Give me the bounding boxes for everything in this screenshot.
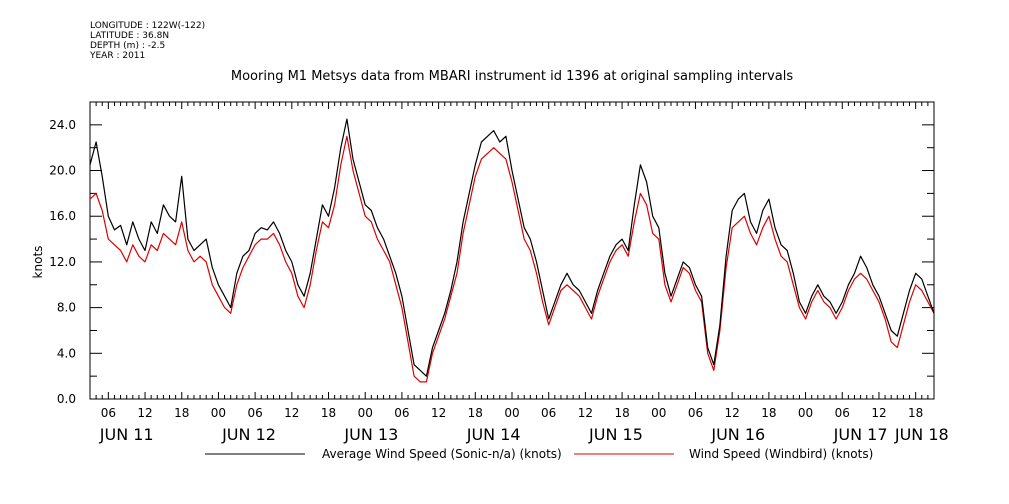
x-tick-label: 06 bbox=[541, 406, 556, 420]
y-tick-label: 8.0 bbox=[57, 301, 76, 315]
x-tick-label: 00 bbox=[358, 406, 373, 420]
x-day-label: JUN 12 bbox=[221, 425, 276, 444]
x-day-label: JUN 16 bbox=[710, 425, 765, 444]
series-line-average-wind bbox=[89, 118, 935, 377]
legend-label-avg: Average Wind Speed (Sonic-n/a) (knots) bbox=[322, 447, 562, 461]
x-tick-label: 18 bbox=[321, 406, 336, 420]
y-axis-label: knots bbox=[31, 246, 45, 279]
x-day-label: JUN 15 bbox=[588, 425, 643, 444]
x-tick-label: 12 bbox=[431, 406, 446, 420]
x-tick-label: 18 bbox=[614, 406, 629, 420]
x-tick-label: 12 bbox=[871, 406, 886, 420]
x-tick-label: 18 bbox=[761, 406, 776, 420]
y-tick-label: 24.0 bbox=[49, 118, 76, 132]
latitude-text: LATITUDE : 36.8N bbox=[90, 31, 170, 41]
y-tick-label: 20.0 bbox=[49, 164, 76, 178]
x-day-label: JUN 14 bbox=[466, 425, 521, 444]
x-day-label: JUN 18 bbox=[894, 425, 949, 444]
legend: Average Wind Speed (Sonic-n/a) (knots) W… bbox=[205, 447, 873, 461]
x-tick-label: 12 bbox=[725, 406, 740, 420]
x-day-label: JUN 11 bbox=[99, 425, 154, 444]
x-day-label: JUN 17 bbox=[833, 425, 888, 444]
x-tick-label: 06 bbox=[835, 406, 850, 420]
x-tick-label: 12 bbox=[578, 406, 593, 420]
x-tick-label: 06 bbox=[101, 406, 116, 420]
data-series bbox=[89, 118, 935, 383]
y-tick-label: 4.0 bbox=[57, 346, 76, 360]
x-tick-label: 00 bbox=[798, 406, 813, 420]
y-tick-label: 12.0 bbox=[49, 255, 76, 269]
x-tick-label: 06 bbox=[688, 406, 703, 420]
y-tick-label: 16.0 bbox=[49, 209, 76, 223]
chart-title: Mooring M1 Metsys data from MBARI instru… bbox=[231, 69, 793, 84]
x-tick-label: 00 bbox=[211, 406, 226, 420]
x-day-label: JUN 13 bbox=[343, 425, 398, 444]
x-tick-label: 00 bbox=[651, 406, 666, 420]
x-tick-label: 18 bbox=[908, 406, 923, 420]
series-line-windbird bbox=[89, 135, 935, 383]
x-tick-label: 00 bbox=[504, 406, 519, 420]
x-tick-label: 06 bbox=[247, 406, 262, 420]
x-tick-label: 12 bbox=[137, 406, 152, 420]
x-tick-label: 12 bbox=[284, 406, 299, 420]
legend-label-windbird: Wind Speed (Windbird) (knots) bbox=[689, 447, 873, 461]
x-tick-label: 18 bbox=[174, 406, 189, 420]
x-tick-label: 18 bbox=[468, 406, 483, 420]
plot-frame bbox=[89, 101, 935, 400]
axis-ticks: 06 12 18 00 06 12 18 00 06 12 18 00 06 12 18 00 06 12 18 00… bbox=[49, 101, 949, 444]
y-tick-label: 0.0 bbox=[57, 392, 76, 406]
year-text: YEAR : 2011 bbox=[90, 51, 146, 61]
longitude-text: LONGITUDE : 122W(-122) bbox=[90, 21, 206, 31]
x-tick-label: 06 bbox=[394, 406, 409, 420]
depth-text: DEPTH (m) : -2.5 bbox=[90, 41, 166, 51]
station-metadata: LONGITUDE : 122W(-122) LATITUDE : 36.8N … bbox=[90, 21, 205, 61]
